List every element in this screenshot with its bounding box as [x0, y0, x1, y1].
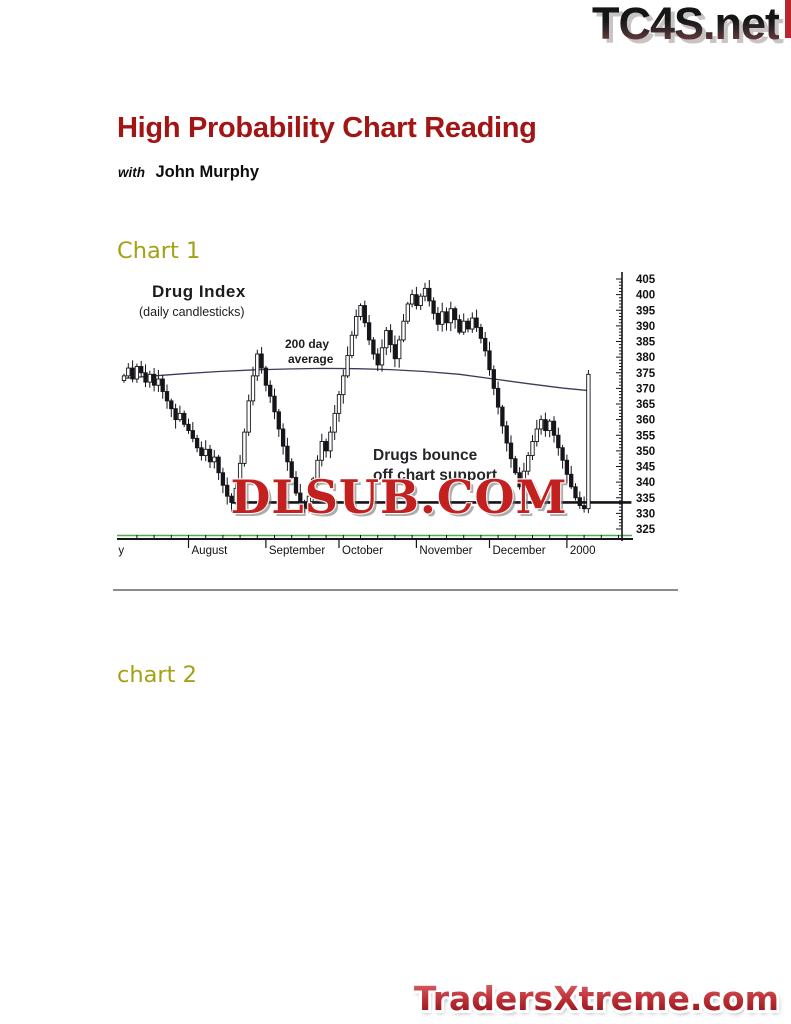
svg-text:DLSUB.COM: DLSUB.COM [233, 473, 570, 527]
tradersxtreme-logo-text: TradersXtreme.com [413, 979, 779, 1018]
svg-text:September: September [269, 545, 325, 557]
heading-chart-1: Chart 1 [117, 237, 201, 264]
byline: with John Murphy [118, 163, 259, 182]
chart1-image: 405 400 395 390 385 380 375 370 365 360 355 350 345 3… [115, 264, 671, 566]
page-title: High Probability Chart Reading [117, 112, 537, 145]
heading-chart-2: chart 2 [117, 661, 197, 688]
svg-text:405: 405 [636, 274, 656, 286]
svg-text:average: average [288, 352, 334, 366]
svg-text:DLSUB.COM: DLSUB.COM [230, 470, 567, 524]
svg-text:395: 395 [636, 305, 656, 317]
byline-author: John Murphy [155, 163, 260, 181]
section-divider [113, 589, 678, 591]
svg-text:August: August [192, 545, 229, 557]
svg-text:(daily candlesticks): (daily candlesticks) [139, 305, 245, 319]
svg-text:400: 400 [636, 290, 655, 302]
tradersxtreme-logo-outline: TradersXtreme.com [411, 977, 782, 1019]
tradersxtreme-logo: TradersXtreme.com TradersXtreme.com [408, 977, 785, 1021]
svg-text:200 day: 200 day [285, 337, 329, 351]
tc4s-logo-shadow: TC4S.net [596, 5, 784, 50]
svg-text:Drug Index: Drug Index [152, 282, 246, 301]
svg-text:340: 340 [636, 477, 655, 489]
svg-text:November: November [419, 545, 472, 557]
svg-text:Drugs bounce: Drugs bounce [373, 447, 478, 464]
corner-ribbon [785, 0, 791, 38]
svg-text:330: 330 [636, 508, 655, 520]
svg-text:345: 345 [636, 462, 656, 474]
chart-svg: 405 400 395 390 385 380 375 370 365 360 355 350 345 3… [117, 272, 656, 557]
tc4s-logo: TC4S.net TC4S.net [591, 0, 784, 50]
svg-text:2000: 2000 [570, 545, 596, 557]
svg-text:y: y [118, 545, 124, 557]
tc4s-logo-text: TC4S.net [591, 0, 780, 49]
svg-text:380: 380 [636, 352, 655, 364]
svg-text:December: December [493, 545, 546, 557]
svg-text:355: 355 [636, 430, 656, 442]
svg-text:390: 390 [636, 321, 655, 333]
svg-text:385: 385 [636, 337, 656, 349]
byline-prefix: with [118, 165, 145, 180]
svg-text:365: 365 [636, 399, 656, 411]
svg-text:off chart support: off chart support [373, 467, 497, 484]
svg-text:325: 325 [636, 524, 656, 536]
svg-text:370: 370 [636, 383, 655, 395]
svg-text:375: 375 [636, 368, 656, 380]
svg-text:360: 360 [636, 415, 655, 427]
svg-text:350: 350 [636, 446, 655, 458]
svg-text:October: October [342, 545, 383, 557]
svg-text:335: 335 [636, 493, 656, 505]
